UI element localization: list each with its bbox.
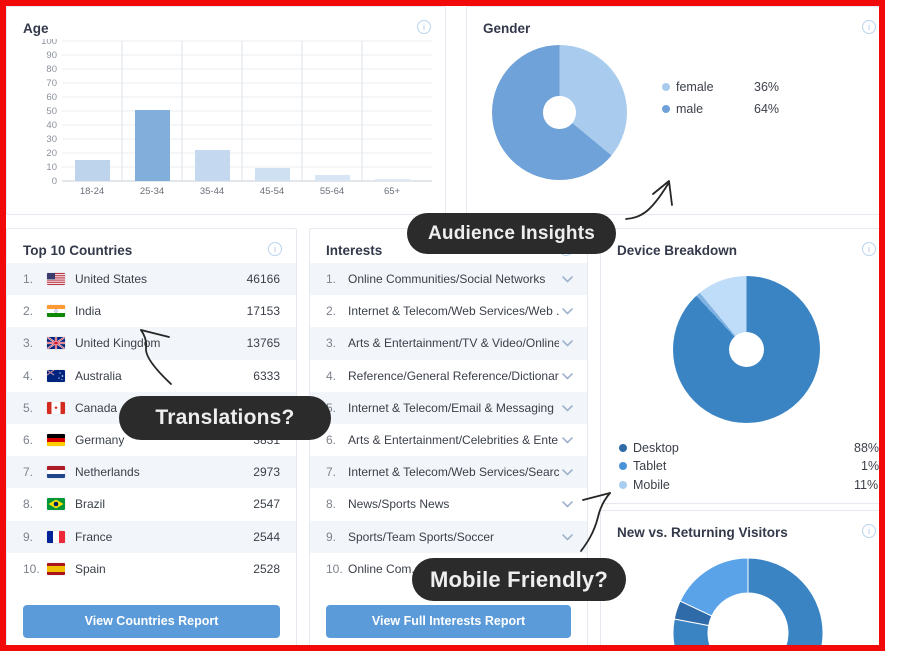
svg-text:40: 40: [46, 120, 57, 131]
svg-text:50: 50: [46, 106, 57, 117]
svg-text:65+: 65+: [384, 186, 401, 194]
svg-text:60: 60: [46, 92, 57, 103]
svg-text:90: 90: [46, 50, 57, 61]
svg-text:45-54: 45-54: [260, 186, 284, 194]
svg-text:100: 100: [41, 39, 57, 47]
svg-text:55-64: 55-64: [320, 186, 344, 194]
svg-text:18-24: 18-24: [80, 186, 104, 194]
svg-text:25-34: 25-34: [140, 186, 164, 194]
svg-text:0: 0: [52, 176, 57, 187]
svg-text:20: 20: [46, 148, 57, 159]
svg-text:70: 70: [46, 78, 57, 89]
svg-text:80: 80: [46, 64, 57, 75]
svg-text:30: 30: [46, 134, 57, 145]
svg-text:10: 10: [46, 162, 57, 173]
svg-text:35-44: 35-44: [200, 186, 224, 194]
